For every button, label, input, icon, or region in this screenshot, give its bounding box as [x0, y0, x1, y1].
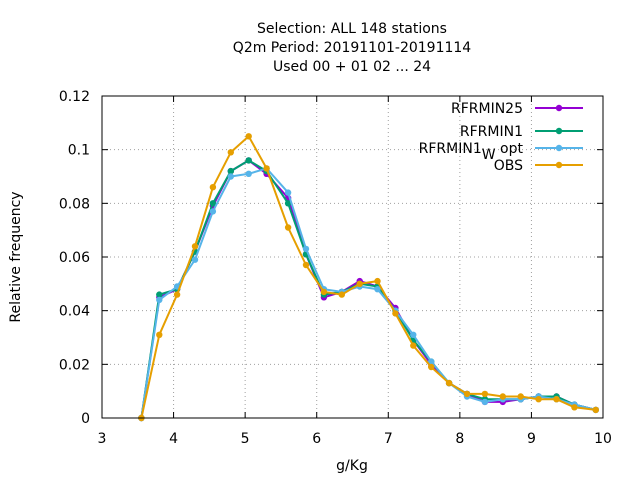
data-point	[245, 157, 252, 164]
legend-label: RFRMIN25	[451, 101, 523, 117]
data-point	[481, 398, 489, 406]
data-point	[156, 291, 163, 298]
data-point	[517, 393, 524, 400]
data-point	[410, 331, 417, 338]
legend-swatch-point	[555, 127, 563, 135]
data-point	[499, 393, 506, 400]
chart-title: Selection: ALL 148 stations Q2m Period: …	[233, 21, 471, 75]
data-point	[209, 208, 217, 215]
data-point	[245, 170, 252, 177]
legend-swatch-point	[555, 144, 563, 152]
series-line	[140, 135, 596, 419]
ticks: 3 4 5 6 7 8 9 10 0 0.02 0.04 0.06 0.08 0.1 0.12	[59, 89, 612, 447]
data-point	[392, 310, 399, 317]
x-tick-label: 5	[241, 431, 250, 447]
legend-label: OBS	[494, 158, 523, 174]
data-point	[320, 288, 328, 296]
data-point	[592, 406, 599, 414]
x-tick-label: 4	[169, 431, 178, 447]
data-point	[284, 189, 292, 196]
data-point	[356, 280, 363, 287]
data-point	[227, 173, 234, 180]
data-point	[191, 243, 199, 250]
data-point	[445, 379, 453, 387]
series-2	[138, 157, 599, 422]
y-tick-label: 0	[81, 411, 90, 427]
data-point	[191, 256, 199, 263]
data-point	[156, 331, 163, 338]
x-tick-label: 7	[384, 431, 393, 447]
y-tick-label: 0.04	[59, 304, 90, 320]
series-line	[140, 167, 597, 419]
x-axis-label: g/Kg	[336, 458, 368, 474]
legend-swatch-point	[555, 161, 563, 169]
data-point	[173, 291, 181, 298]
title-line-2: Q2m Period: 20191101-20191114	[233, 40, 471, 56]
series-3	[138, 165, 599, 422]
data-point	[481, 390, 489, 398]
x-tick-label: 6	[312, 431, 321, 447]
legend-swatch-point	[555, 104, 563, 112]
data-point	[245, 133, 252, 140]
data-point	[209, 184, 217, 191]
data-point	[302, 245, 310, 253]
data-point	[263, 165, 270, 172]
series-4	[138, 133, 599, 422]
plot-frame	[101, 95, 604, 419]
data-point	[227, 167, 234, 175]
y-tick-label: 0.06	[59, 250, 90, 266]
data-point	[302, 261, 310, 269]
data-point	[374, 286, 381, 293]
title-line-1: Selection: ALL 148 stations	[257, 21, 447, 37]
y-tick-label: 0.1	[68, 143, 90, 159]
data-point	[284, 200, 292, 207]
data-point	[284, 224, 292, 231]
data-point	[209, 200, 217, 207]
data-point	[227, 149, 234, 156]
legend-entry: OBS	[494, 158, 583, 174]
y-tick-label: 0.08	[59, 196, 90, 212]
y-tick-label: 0.02	[59, 357, 90, 373]
data-point	[571, 404, 578, 411]
series-layer	[138, 133, 599, 422]
title-line-3: Used 00 + 01 02 ... 24	[273, 59, 431, 75]
x-tick-label: 3	[98, 431, 107, 447]
data-point	[535, 396, 542, 403]
y-axis-label: Relative frequency	[8, 191, 24, 322]
data-point	[156, 296, 163, 304]
data-point	[463, 390, 471, 398]
x-tick-label: 10	[594, 431, 612, 447]
x-tick-label: 9	[527, 431, 536, 447]
legend-entry: RFRMIN1	[460, 124, 583, 140]
data-point	[338, 291, 345, 298]
data-point	[374, 277, 381, 285]
data-point	[410, 342, 417, 349]
legend-label: RFRMIN1	[460, 124, 523, 140]
data-point	[553, 396, 560, 403]
grid	[102, 96, 603, 418]
legend-entry: RFRMIN25	[451, 101, 583, 117]
data-point	[428, 363, 435, 371]
x-tick-label: 8	[455, 431, 464, 447]
series-1	[138, 157, 599, 422]
y-tick-label: 0.12	[59, 89, 90, 105]
data-point	[428, 358, 435, 365]
